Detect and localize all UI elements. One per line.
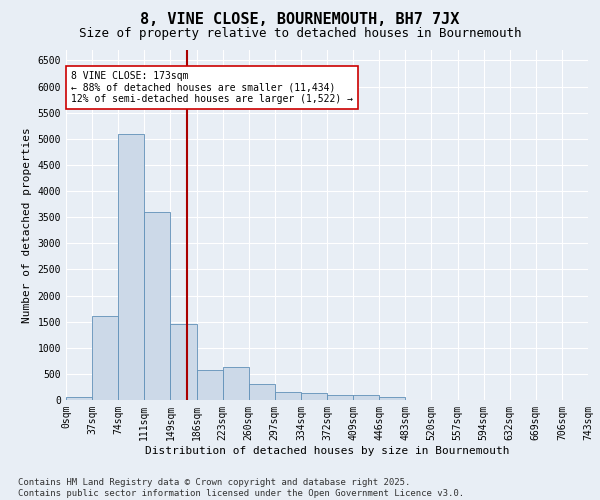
Bar: [145, 212, 170, 400]
Bar: [197, 370, 223, 400]
Y-axis label: Number of detached properties: Number of detached properties: [22, 127, 32, 323]
Bar: [66, 398, 92, 400]
Bar: [327, 396, 353, 400]
Text: 8, VINE CLOSE, BOURNEMOUTH, BH7 7JX: 8, VINE CLOSE, BOURNEMOUTH, BH7 7JX: [140, 12, 460, 28]
Bar: [170, 324, 197, 400]
Bar: [223, 366, 249, 400]
Bar: [301, 393, 327, 400]
Bar: [379, 398, 406, 400]
Text: Size of property relative to detached houses in Bournemouth: Size of property relative to detached ho…: [79, 28, 521, 40]
Bar: [353, 395, 379, 400]
Bar: [249, 384, 275, 400]
Bar: [275, 392, 301, 400]
Bar: [118, 134, 145, 400]
Text: 8 VINE CLOSE: 173sqm
← 88% of detached houses are smaller (11,434)
12% of semi-d: 8 VINE CLOSE: 173sqm ← 88% of detached h…: [71, 71, 353, 104]
X-axis label: Distribution of detached houses by size in Bournemouth: Distribution of detached houses by size …: [145, 446, 509, 456]
Text: Contains HM Land Registry data © Crown copyright and database right 2025.
Contai: Contains HM Land Registry data © Crown c…: [18, 478, 464, 498]
Bar: [92, 316, 118, 400]
